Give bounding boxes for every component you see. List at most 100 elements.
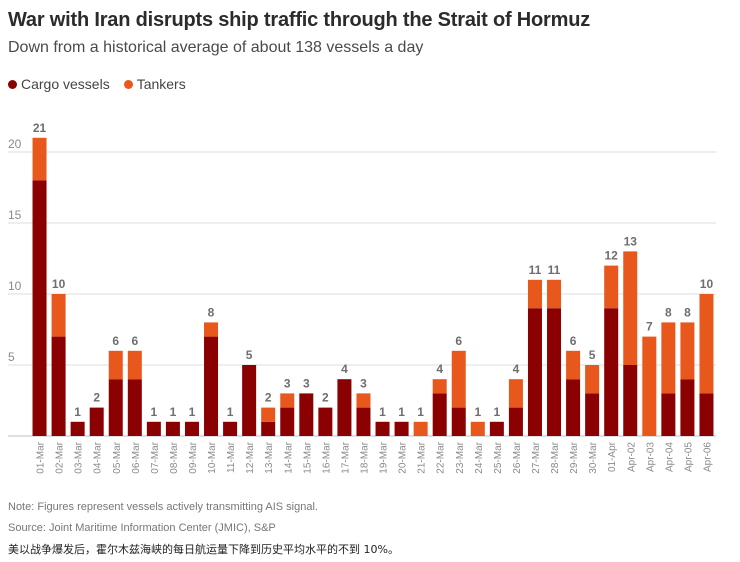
bar-cargo-23-Mar — [451, 407, 466, 436]
x-tick-label: 18-Mar — [359, 441, 370, 473]
chart-title: War with Iran disrupts ship traffic thro… — [8, 9, 591, 31]
y-tick-label: 5 — [8, 350, 15, 364]
bar-tankers-05-Mar — [108, 350, 123, 380]
bar-cargo-08-Mar — [165, 421, 180, 436]
x-tick-label: 02-Mar — [55, 441, 66, 473]
total-label: 10 — [700, 277, 714, 291]
bar-cargo-05-Mar — [108, 379, 123, 436]
legend-swatch-cargo — [8, 79, 17, 89]
bar-cargo-07-Mar — [146, 421, 161, 436]
total-label: 11 — [548, 263, 561, 277]
bar-tankers-Apr-05 — [680, 322, 695, 380]
x-tick-label: 25-Mar — [493, 441, 504, 473]
x-tick-label: 17-Mar — [340, 441, 351, 473]
total-label: 1 — [227, 405, 234, 419]
total-label: 1 — [189, 405, 196, 419]
x-tick-label: 20-Mar — [398, 441, 409, 473]
x-tick-label: 14-Mar — [283, 441, 294, 473]
total-label: 13 — [624, 234, 638, 248]
bar-cargo-02-Mar — [51, 336, 66, 436]
x-tick-label: 23-Mar — [455, 441, 466, 473]
bar-cargo-22-Mar — [432, 393, 447, 436]
total-label: 5 — [246, 348, 253, 362]
total-label: 6 — [112, 334, 119, 348]
x-tick-label: Apr-06 — [702, 442, 713, 472]
x-tick-label: Apr-05 — [683, 442, 694, 472]
bar-cargo-09-Mar — [184, 421, 199, 436]
stacked-bar-chart: 51015202101-Mar1002-Mar103-Mar204-Mar605… — [8, 121, 716, 474]
bar-cargo-15-Mar — [299, 393, 314, 436]
bar-cargo-10-Mar — [204, 336, 219, 436]
bar-cargo-29-Mar — [566, 379, 581, 436]
total-label: 11 — [529, 263, 542, 277]
total-label: 8 — [665, 305, 672, 319]
x-tick-label: 15-Mar — [302, 441, 313, 473]
bar-tankers-01-Apr — [604, 265, 619, 309]
bar-tankers-14-Mar — [280, 393, 295, 408]
bar-tankers-23-Mar — [451, 350, 466, 408]
legend-label-tankers: Tankers — [136, 76, 186, 92]
legend-swatch-tankers — [123, 79, 133, 89]
total-label: 2 — [93, 391, 100, 405]
total-label: 3 — [303, 376, 310, 390]
bar-tankers-24-Mar — [470, 421, 485, 436]
legend-label-cargo: Cargo vessels — [21, 76, 110, 92]
total-label: 4 — [341, 362, 348, 376]
bar-cargo-13-Mar — [261, 421, 276, 436]
bar-tankers-13-Mar — [261, 407, 276, 422]
total-label: 21 — [33, 121, 47, 135]
bar-cargo-03-Mar — [70, 421, 85, 436]
total-label: 2 — [322, 391, 329, 405]
x-tick-label: 19-Mar — [379, 441, 390, 473]
bar-tankers-Apr-02 — [623, 251, 638, 365]
x-tick-label: 07-Mar — [150, 441, 161, 473]
x-tick-label: 13-Mar — [264, 441, 275, 473]
total-label: 1 — [74, 405, 81, 419]
total-label: 3 — [360, 376, 367, 390]
total-label: 12 — [605, 249, 619, 263]
bar-cargo-12-Mar — [242, 365, 257, 436]
total-label: 10 — [52, 277, 66, 291]
bar-cargo-16-Mar — [318, 407, 333, 436]
x-tick-label: Apr-02 — [626, 442, 637, 472]
total-label: 1 — [398, 405, 405, 419]
total-label: 1 — [417, 405, 424, 419]
bar-cargo-01-Mar — [32, 180, 47, 436]
x-tick-label: 09-Mar — [188, 441, 199, 473]
x-tick-label: 21-Mar — [417, 441, 428, 473]
footnote: Note: Figures represent vessels actively… — [8, 501, 318, 513]
bar-cargo-26-Mar — [508, 407, 523, 436]
x-tick-label: 01-Mar — [36, 441, 47, 473]
legend-item-cargo: Cargo vessels — [8, 76, 110, 92]
bar-tankers-18-Mar — [356, 393, 371, 408]
x-tick-label: Apr-04 — [664, 442, 675, 472]
y-tick-label: 15 — [8, 208, 22, 222]
bar-cargo-20-Mar — [394, 421, 409, 436]
total-label: 1 — [494, 405, 501, 419]
bar-tankers-01-Mar — [32, 137, 47, 181]
total-label: 7 — [646, 320, 653, 334]
total-label: 8 — [684, 305, 691, 319]
total-label: 6 — [455, 334, 462, 348]
bar-tankers-Apr-04 — [661, 322, 676, 394]
bar-tankers-29-Mar — [566, 350, 581, 380]
bar-cargo-30-Mar — [585, 393, 600, 436]
x-tick-label: 26-Mar — [512, 441, 523, 473]
total-label: 4 — [436, 362, 443, 376]
x-tick-label: 16-Mar — [321, 441, 332, 473]
x-tick-label: 11-Mar — [226, 441, 237, 473]
bar-tankers-02-Mar — [51, 294, 66, 337]
bar-tankers-Apr-03 — [642, 336, 657, 436]
x-tick-label: 29-Mar — [569, 441, 580, 473]
total-label: 2 — [265, 391, 272, 405]
x-tick-label: 08-Mar — [169, 441, 180, 473]
x-tick-label: 12-Mar — [245, 441, 256, 473]
bar-tankers-Apr-06 — [699, 294, 714, 394]
x-tick-label: 22-Mar — [436, 441, 447, 473]
total-label: 1 — [151, 405, 158, 419]
bar-cargo-06-Mar — [127, 379, 142, 436]
bar-cargo-25-Mar — [489, 421, 504, 436]
x-tick-label: 05-Mar — [112, 441, 123, 473]
bar-tankers-06-Mar — [127, 350, 142, 380]
total-label: 1 — [474, 405, 481, 419]
